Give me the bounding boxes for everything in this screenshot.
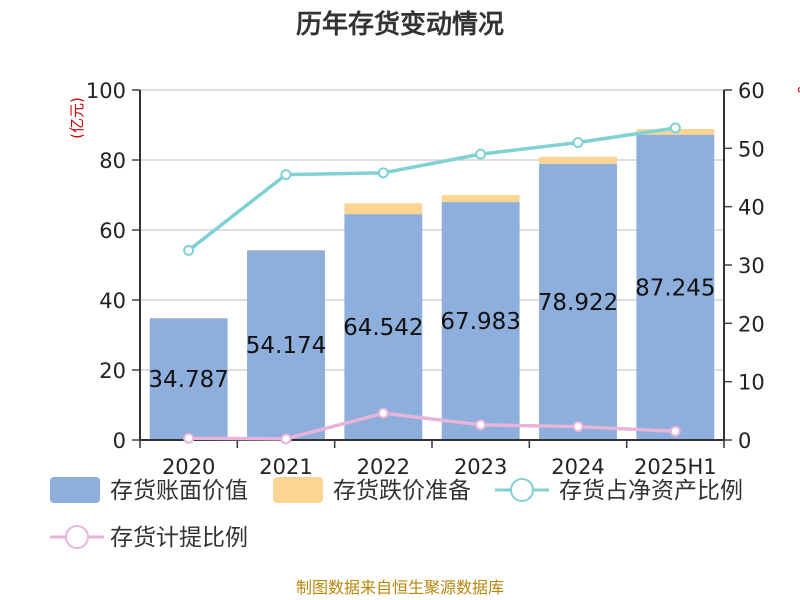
bar-value-label: 87.245	[635, 275, 715, 301]
y-right-tick-label: 60	[738, 79, 765, 103]
point-provision-ratio-2024	[572, 421, 584, 433]
legend-label-book-value: 存货账面价值	[110, 478, 248, 504]
bar-value-label: 54.174	[246, 333, 326, 359]
bar-value-label: 67.983	[440, 309, 520, 335]
x-tick-label: 2024	[551, 455, 604, 479]
x-tick-label: 2025H1	[634, 455, 717, 479]
bar-labels: 34.787 54.174 64.542 67.983 78.922 87.245	[148, 275, 715, 393]
bar-book-value-2023	[441, 202, 520, 440]
x-tick-label: 2022	[357, 455, 410, 479]
y-left-tick-label: 0	[113, 429, 126, 453]
y-right-unit: %	[797, 84, 800, 102]
bar-value-label: 34.787	[148, 367, 228, 393]
bar-impairment-2024	[539, 156, 617, 164]
x-tick-label: 2023	[454, 455, 507, 479]
point-provision-ratio-2025H1	[669, 425, 681, 437]
y-right-tick-label: 0	[738, 429, 751, 453]
bar-book-value-2022	[344, 214, 423, 440]
bar-book-value-2021	[247, 250, 325, 440]
y-left-unit: (亿元)	[68, 97, 86, 139]
x-tick-label: 2020	[162, 455, 215, 479]
bars	[149, 129, 715, 440]
bar-value-label: 78.922	[538, 290, 618, 316]
y-left-tick-label: 40	[99, 289, 126, 313]
point-net-assets-ratio-2020	[183, 244, 195, 256]
legend-marker-net-assets-ratio	[510, 478, 534, 502]
point-provision-ratio-2020	[183, 432, 195, 444]
bar-book-value-2020	[149, 318, 228, 440]
bar-book-value-2024	[539, 163, 617, 440]
legend-label-provision-ratio: 存货计提比例	[110, 525, 248, 551]
y-right-tick-label: 20	[738, 312, 765, 336]
y-left-tick-label: 80	[99, 149, 126, 173]
y-left-tick-label: 20	[99, 359, 126, 383]
point-provision-ratio-2023	[475, 419, 487, 431]
point-net-assets-ratio-2021	[280, 169, 292, 181]
line-net-assets-ratio	[187, 126, 676, 252]
legend: 存货账面价值 存货跌价准备 存货占净资产比例 存货计提比例	[50, 477, 743, 551]
point-net-assets-ratio-2025H1	[669, 122, 681, 134]
legend-label-net-assets-ratio: 存货占净资产比例	[559, 478, 743, 504]
y-left-tick-label: 100	[86, 79, 126, 103]
lines	[183, 122, 681, 445]
axes: 0 20 40 60 80 100 0 10 20 30 40 50 60 2020 2021 2022 202…	[86, 79, 765, 479]
y-right-tick-label: 10	[738, 371, 765, 395]
y-right-tick-label: 40	[738, 196, 765, 220]
y-right-tick-label: 50	[738, 137, 765, 161]
bar-value-label: 64.542	[343, 315, 423, 341]
x-tick-label: 2021	[259, 455, 312, 479]
legend-marker-provision-ratio	[65, 525, 89, 549]
bar-book-value-2025H1	[636, 134, 715, 440]
bar-impairment-2023	[441, 195, 520, 203]
legend-swatch-book-value	[50, 477, 100, 503]
point-net-assets-ratio-2024	[572, 137, 584, 148]
chart-title: 历年存货变动情况	[296, 9, 504, 40]
point-net-assets-ratio-2022	[377, 167, 389, 179]
legend-swatch-impairment	[273, 477, 323, 503]
point-provision-ratio-2021	[280, 433, 292, 445]
y-right-tick-label: 30	[738, 254, 765, 278]
legend-label-impairment: 存货跌价准备	[333, 478, 471, 504]
source-note: 制图数据来自恒生聚源数据库	[296, 578, 504, 597]
line-provision-ratio	[188, 411, 676, 441]
y-left-tick-label: 60	[99, 219, 126, 243]
bar-impairment-2022	[344, 203, 423, 215]
point-net-assets-ratio-2023	[475, 148, 487, 160]
point-provision-ratio-2022	[377, 407, 389, 419]
